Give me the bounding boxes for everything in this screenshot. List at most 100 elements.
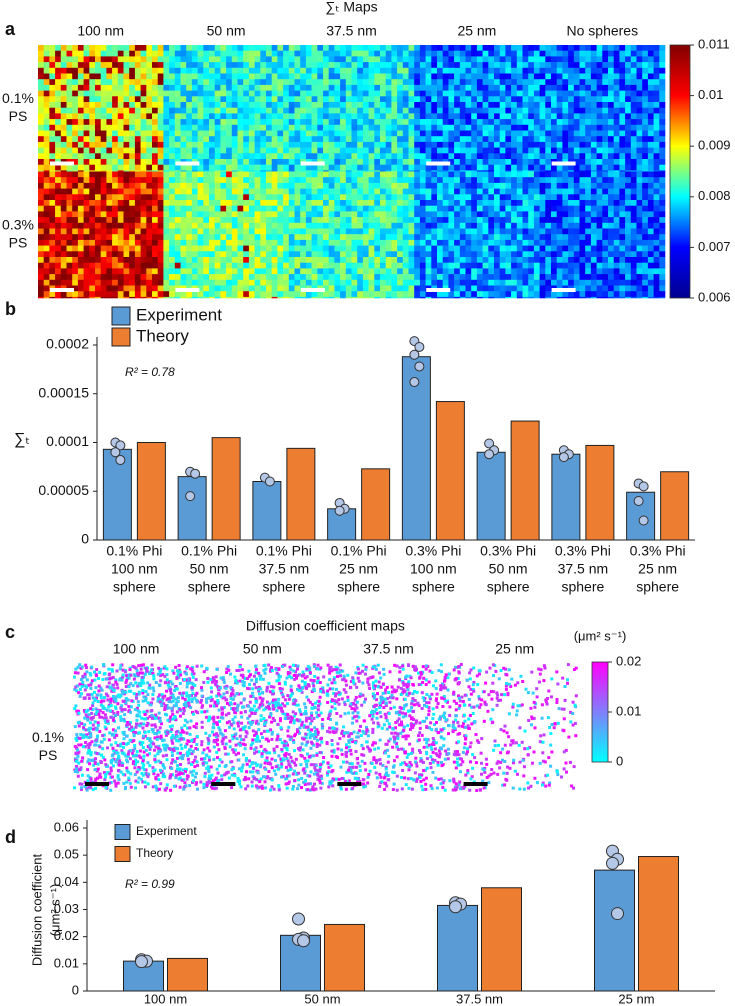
pixel bbox=[528, 268, 535, 275]
pixel bbox=[471, 194, 478, 201]
pixel bbox=[169, 211, 176, 218]
pixel bbox=[528, 141, 535, 148]
pixel bbox=[112, 279, 119, 286]
pixel bbox=[590, 62, 597, 69]
pixel bbox=[647, 171, 654, 178]
pixel bbox=[465, 177, 472, 184]
pixel bbox=[482, 268, 489, 275]
pixel bbox=[95, 296, 101, 299]
pixel bbox=[573, 170, 580, 172]
pixel bbox=[385, 45, 392, 51]
pixel bbox=[134, 291, 141, 298]
pixel bbox=[95, 279, 101, 286]
pixel bbox=[152, 171, 158, 178]
pixel bbox=[100, 205, 107, 212]
pixel bbox=[106, 124, 113, 131]
pixel bbox=[562, 107, 569, 114]
pixel bbox=[288, 171, 295, 178]
pixel bbox=[539, 245, 546, 252]
pixel bbox=[112, 56, 119, 63]
pixel bbox=[647, 228, 654, 235]
pixel bbox=[602, 279, 609, 286]
pixel bbox=[254, 211, 261, 218]
pixel bbox=[311, 239, 318, 246]
pixel bbox=[619, 251, 626, 258]
pixel bbox=[323, 222, 329, 229]
pixel bbox=[613, 119, 620, 126]
pixel bbox=[300, 62, 307, 69]
pixel bbox=[437, 119, 443, 126]
pixel bbox=[602, 45, 609, 51]
pixel bbox=[266, 217, 272, 224]
pixel bbox=[95, 217, 101, 224]
pixel bbox=[442, 67, 449, 74]
pixel bbox=[203, 147, 210, 154]
pixel bbox=[494, 84, 500, 91]
pixel bbox=[163, 245, 170, 252]
pixel bbox=[340, 84, 347, 91]
pixel bbox=[112, 50, 119, 57]
pixel bbox=[431, 153, 438, 160]
pixel bbox=[374, 257, 381, 263]
pixel bbox=[243, 296, 250, 299]
pixel bbox=[522, 171, 529, 178]
pixel bbox=[100, 296, 107, 299]
pixel bbox=[636, 102, 643, 108]
pixel bbox=[499, 251, 506, 258]
pixel bbox=[471, 50, 478, 57]
pixel bbox=[494, 124, 500, 131]
pixel bbox=[448, 119, 455, 126]
pixel bbox=[505, 45, 512, 51]
pixel bbox=[266, 268, 272, 275]
pixel bbox=[49, 67, 56, 74]
pixel bbox=[636, 205, 643, 212]
pixel bbox=[647, 56, 654, 63]
pixel bbox=[511, 188, 518, 195]
pixel bbox=[505, 124, 512, 131]
pixel bbox=[533, 211, 540, 218]
pixel bbox=[100, 177, 107, 184]
pixel bbox=[117, 251, 124, 258]
pixel bbox=[442, 188, 449, 195]
pixel bbox=[608, 222, 614, 229]
pixel bbox=[89, 73, 96, 80]
pixel bbox=[573, 234, 580, 241]
pixel bbox=[636, 188, 643, 195]
pixel bbox=[248, 67, 255, 74]
pixel bbox=[123, 217, 130, 224]
pixel bbox=[305, 296, 312, 299]
pixel bbox=[254, 136, 261, 143]
pixel bbox=[476, 274, 483, 281]
pixel bbox=[602, 136, 609, 143]
pixel bbox=[243, 130, 250, 137]
pixel bbox=[89, 279, 96, 286]
pixel bbox=[579, 222, 586, 229]
pixel bbox=[191, 164, 198, 171]
pixel bbox=[551, 239, 557, 246]
pixel bbox=[488, 119, 495, 126]
pixel bbox=[391, 217, 398, 224]
pixel bbox=[402, 177, 409, 184]
pixel bbox=[129, 285, 136, 292]
pixel bbox=[385, 205, 392, 212]
pixel bbox=[482, 164, 489, 171]
pixel bbox=[288, 296, 295, 299]
pixel bbox=[169, 239, 176, 246]
pixel bbox=[397, 136, 404, 143]
pixel bbox=[340, 279, 347, 286]
pixel bbox=[602, 102, 609, 108]
pixel bbox=[317, 268, 324, 275]
pixel bbox=[402, 245, 409, 252]
pixel bbox=[197, 56, 204, 63]
pixel bbox=[89, 257, 96, 263]
pixel bbox=[351, 262, 358, 269]
pixel bbox=[579, 67, 586, 74]
pixel bbox=[630, 62, 637, 69]
pixel bbox=[590, 251, 597, 258]
pixel bbox=[402, 279, 409, 286]
pixel bbox=[402, 107, 409, 114]
pixel bbox=[38, 136, 44, 143]
pixel bbox=[140, 200, 147, 206]
pixel bbox=[374, 96, 381, 103]
pixel bbox=[226, 159, 233, 165]
